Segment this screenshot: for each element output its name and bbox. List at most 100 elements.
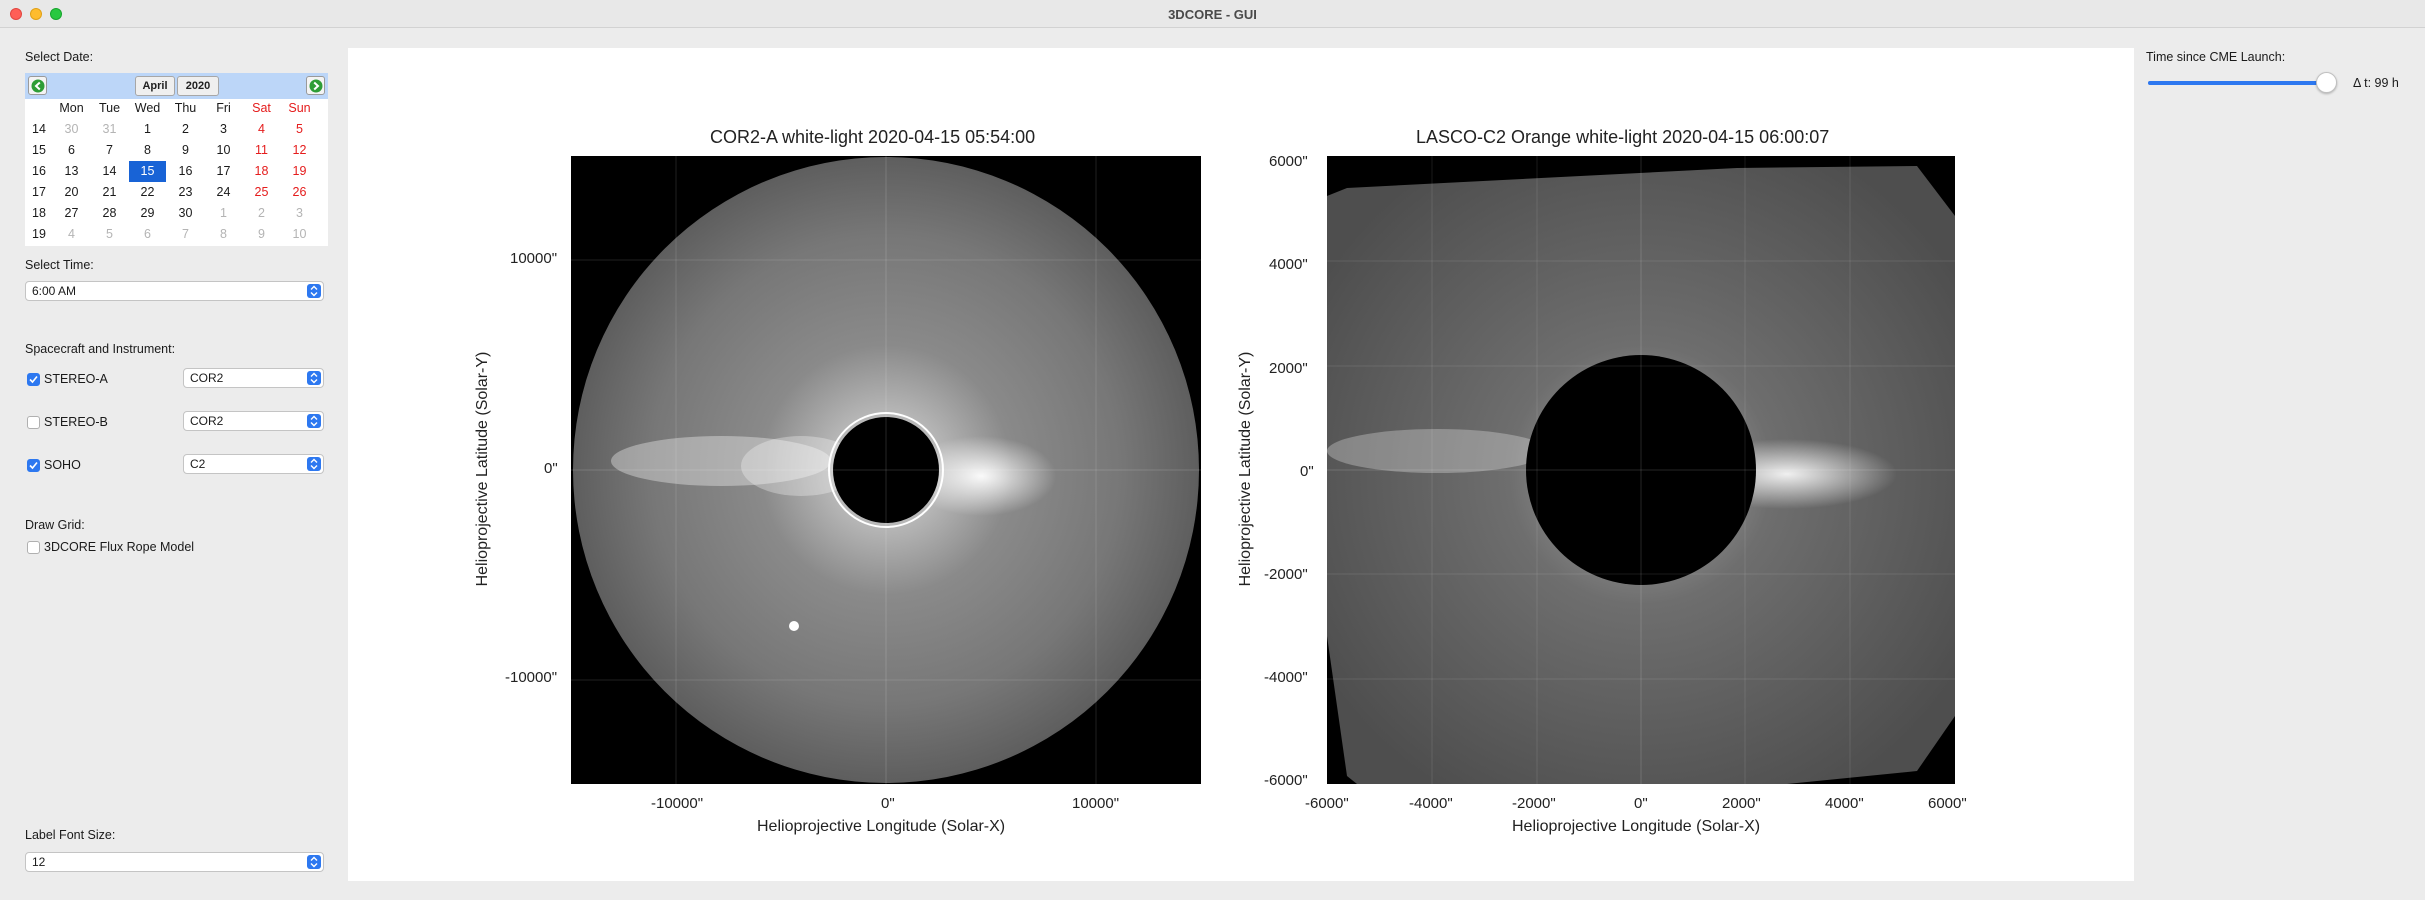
plot-2-xtick: -4000" bbox=[1409, 795, 1453, 812]
close-window-button[interactable] bbox=[10, 8, 22, 20]
minimize-window-button[interactable] bbox=[30, 8, 42, 20]
flux-rope-checkbox[interactable] bbox=[27, 541, 40, 554]
calendar-day[interactable]: 9 bbox=[258, 227, 265, 241]
plot-2-xlabel: Helioprojective Longitude (Solar-X) bbox=[1512, 818, 1761, 835]
plot-2-xtick: 0" bbox=[1634, 795, 1648, 812]
plot-2-ytick: -6000" bbox=[1264, 772, 1308, 789]
delta-t-label: Δ t: 99 h bbox=[2353, 76, 2399, 90]
soho-checkbox[interactable] bbox=[27, 459, 40, 472]
calendar-day[interactable]: 6 bbox=[68, 143, 75, 157]
calendar-day[interactable]: 1 bbox=[220, 206, 227, 220]
calendar-day[interactable]: 7 bbox=[106, 143, 113, 157]
updown-arrows-icon bbox=[307, 457, 321, 471]
week-number: 15 bbox=[32, 143, 46, 157]
plot-1-xtick: 10000" bbox=[1072, 795, 1120, 812]
calendar-day[interactable]: 14 bbox=[102, 164, 117, 178]
time-slider-thumb[interactable] bbox=[2316, 72, 2338, 93]
font-size-select[interactable]: 12 bbox=[25, 852, 324, 872]
plot-2-ytick: 4000" bbox=[1269, 256, 1308, 273]
calendar-day[interactable]: 25 bbox=[254, 185, 269, 199]
updown-arrows-icon bbox=[307, 284, 321, 298]
calendar-day[interactable]: 20 bbox=[64, 185, 79, 199]
weekday-header: Fri bbox=[216, 101, 231, 115]
time-value: 6:00 AM bbox=[32, 284, 77, 298]
calendar-day[interactable]: 8 bbox=[220, 227, 227, 241]
plot-1-ytick: 0" bbox=[544, 460, 558, 477]
calendar-day[interactable]: 16 bbox=[178, 164, 193, 178]
plot-1-ytick: -10000" bbox=[505, 669, 558, 686]
plot-2-xtick: -2000" bbox=[1512, 795, 1556, 812]
stereo-a-instrument-select[interactable]: COR2 bbox=[183, 368, 324, 388]
weekday-header: Thu bbox=[174, 101, 197, 115]
soho-instrument-select[interactable]: C2 bbox=[183, 454, 324, 474]
year-selector[interactable]: 2020 bbox=[177, 76, 219, 96]
calendar-day[interactable]: 4 bbox=[68, 227, 75, 241]
calendar-day[interactable]: 10 bbox=[216, 143, 231, 157]
soho-label: SOHO bbox=[44, 458, 81, 472]
month-selector[interactable]: April bbox=[135, 76, 175, 96]
spacecraft-label: Spacecraft and Instrument: bbox=[25, 342, 176, 356]
time-slider[interactable] bbox=[2148, 81, 2330, 85]
plot-2-ytick: 2000" bbox=[1269, 360, 1308, 377]
weekday-header: Tue bbox=[98, 101, 121, 115]
calendar-day[interactable]: 6 bbox=[144, 227, 151, 241]
draw-grid-label: Draw Grid: bbox=[25, 518, 85, 532]
calendar-day[interactable]: 22 bbox=[140, 185, 155, 199]
calendar-day[interactable]: 28 bbox=[102, 206, 117, 220]
calendar-day[interactable]: 29 bbox=[140, 206, 155, 220]
font-size-value: 12 bbox=[32, 855, 46, 869]
calendar-day[interactable]: 4 bbox=[258, 122, 265, 136]
calendar-day[interactable]: 21 bbox=[102, 185, 117, 199]
stereo-b-label: STEREO-B bbox=[44, 415, 108, 429]
stereo-b-instrument-select[interactable]: COR2 bbox=[183, 411, 324, 431]
calendar-day[interactable]: 30 bbox=[178, 206, 193, 220]
plot-2-ytick: 6000" bbox=[1269, 153, 1308, 170]
calendar-day[interactable]: 5 bbox=[106, 227, 113, 241]
week-number: 16 bbox=[32, 164, 46, 178]
calendar-day[interactable]: 19 bbox=[292, 164, 307, 178]
calendar-day[interactable]: 13 bbox=[64, 164, 79, 178]
plot-1-xtick: 0" bbox=[881, 795, 895, 812]
previous-month-button[interactable] bbox=[28, 76, 47, 95]
plot-1-image[interactable] bbox=[571, 156, 1201, 784]
calendar-day[interactable]: 26 bbox=[292, 185, 307, 199]
calendar-day[interactable]: 5 bbox=[296, 122, 303, 136]
select-date-label: Select Date: bbox=[25, 50, 94, 64]
time-select[interactable]: 6:00 AM bbox=[25, 281, 324, 301]
calendar-day[interactable]: 27 bbox=[64, 206, 79, 220]
window-title: 3DCORE - GUI bbox=[1168, 7, 1257, 22]
calendar-day[interactable]: 7 bbox=[182, 227, 189, 241]
maximize-window-button[interactable] bbox=[50, 8, 62, 20]
plot-2-xtick: -6000" bbox=[1305, 795, 1349, 812]
calendar-day[interactable]: 10 bbox=[292, 227, 307, 241]
calendar-day[interactable]: 15 bbox=[129, 161, 166, 182]
calendar-day[interactable]: 31 bbox=[102, 122, 117, 136]
calendar-day[interactable]: 18 bbox=[254, 164, 269, 178]
stereo-a-label: STEREO-A bbox=[44, 372, 108, 386]
stereo-b-checkbox[interactable] bbox=[27, 416, 40, 429]
calendar-day[interactable]: 2 bbox=[258, 206, 265, 220]
plot-2-image[interactable] bbox=[1327, 156, 1955, 784]
calendar-day[interactable]: 8 bbox=[144, 143, 151, 157]
stereo-a-checkbox[interactable] bbox=[27, 373, 40, 386]
calendar-day[interactable]: 9 bbox=[182, 143, 189, 157]
calendar-day[interactable]: 1 bbox=[144, 122, 151, 136]
weekday-header: Sun bbox=[288, 101, 311, 115]
next-month-button[interactable] bbox=[306, 76, 325, 95]
plot-1-ylabel: Helioprojective Latitude (Solar-Y) bbox=[474, 351, 491, 587]
week-number: 18 bbox=[32, 206, 46, 220]
calendar-day[interactable]: 2 bbox=[182, 122, 189, 136]
calendar-day[interactable]: 12 bbox=[292, 143, 307, 157]
calendar-day[interactable]: 3 bbox=[296, 206, 303, 220]
calendar-day[interactable]: 11 bbox=[255, 143, 268, 157]
calendar-day[interactable]: 17 bbox=[216, 164, 231, 178]
calendar-day[interactable]: 24 bbox=[216, 185, 231, 199]
week-number: 14 bbox=[32, 122, 46, 136]
weekday-header: Sat bbox=[252, 101, 271, 115]
week-number: 17 bbox=[32, 185, 46, 199]
calendar-day[interactable]: 23 bbox=[178, 185, 193, 199]
calendar-day[interactable]: 3 bbox=[220, 122, 227, 136]
calendar-day[interactable]: 30 bbox=[64, 122, 79, 136]
plot-2-ytick: -2000" bbox=[1264, 566, 1308, 583]
plot-2-ytick: 0" bbox=[1300, 463, 1314, 480]
